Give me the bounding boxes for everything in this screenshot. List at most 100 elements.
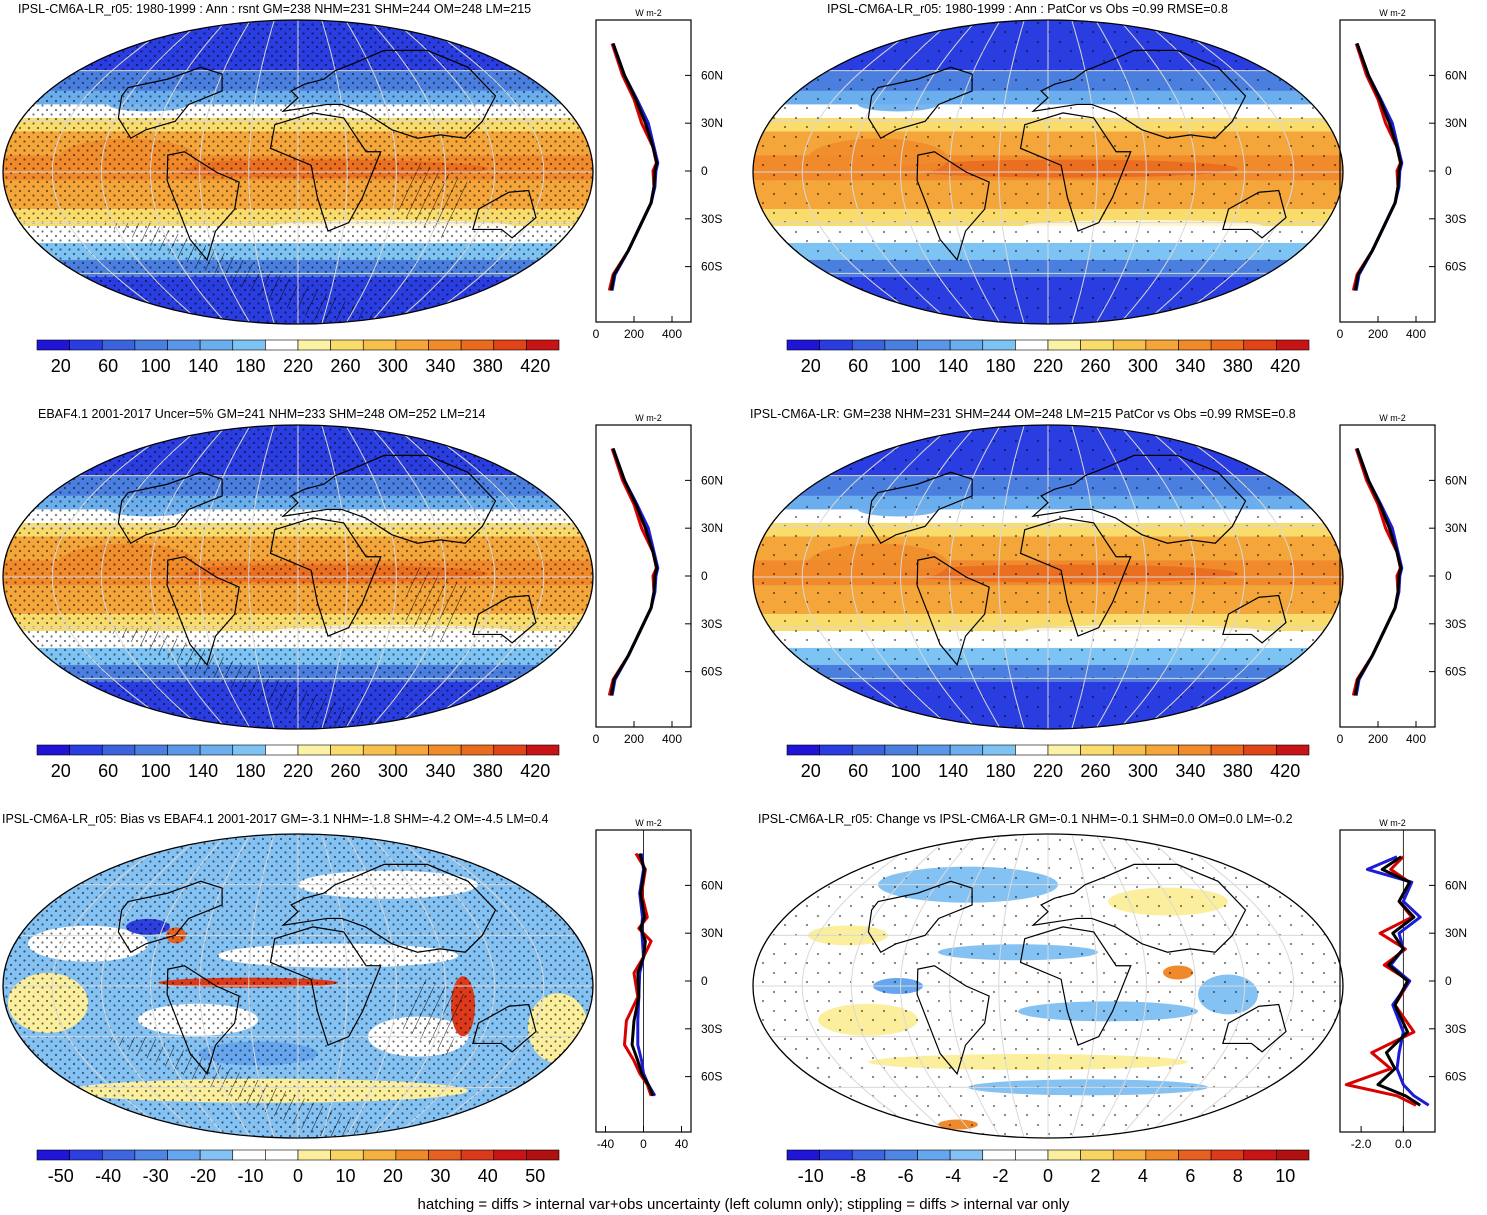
- colorbar-tick-label: 260: [330, 761, 360, 781]
- zonal-mean-lat-label: 30S: [701, 1022, 722, 1036]
- zonal-mean-lat-label: 30N: [1445, 116, 1467, 130]
- colorbar-tick-label: 180: [986, 356, 1016, 376]
- colorbar-tick-label: 50: [525, 1166, 545, 1186]
- zonal-mean-unit: W m-2: [635, 8, 662, 18]
- colorbar-tick-label: -40: [95, 1166, 121, 1186]
- colorbar-tick-label: 20: [51, 761, 71, 781]
- zonal-mean-x-label: 0: [593, 327, 600, 341]
- colorbar-tick-label: 420: [520, 356, 550, 376]
- colorbar-swatch: [1178, 1149, 1212, 1161]
- colorbar-swatch: [1015, 1149, 1049, 1161]
- zonal-mean-lat-label: 60N: [701, 68, 723, 82]
- colorbar-tick-label: 60: [848, 761, 868, 781]
- zonal-mean-x-label: -2.0: [1351, 1137, 1372, 1151]
- map-border: [752, 424, 1344, 730]
- colorbar-tick-label: 420: [1270, 761, 1300, 781]
- colorbar-swatch: [1145, 1149, 1179, 1161]
- colorbar-tick-label: 380: [1223, 356, 1253, 376]
- colorbar-tick-label: 0: [293, 1166, 303, 1186]
- figure-footer-note: hatching = diffs > internal var+obs unce…: [417, 1196, 1070, 1213]
- zonal-mean-x-label: 200: [1368, 732, 1388, 746]
- zonal-mean-x-label: 200: [624, 732, 644, 746]
- zonal-mean-lat-label: 0: [701, 974, 708, 988]
- colorbar-tick-label: 420: [520, 761, 550, 781]
- colorbar-tick-label: 100: [141, 761, 171, 781]
- colorbar-tick-label: -10: [798, 1166, 824, 1186]
- zonal-mean-x-label: 400: [662, 327, 682, 341]
- colorbar-tick-label: 2: [1090, 1166, 1100, 1186]
- colorbar-swatch: [1047, 1149, 1081, 1161]
- colorbar-tick-label: 20: [383, 1166, 403, 1186]
- zonal-mean-line: [609, 42, 659, 291]
- zonal-mean-x-label: 400: [1406, 732, 1426, 746]
- colorbar-tick-label: -2: [993, 1166, 1009, 1186]
- colorbar-tick-label: -4: [945, 1166, 961, 1186]
- zonal-mean-lat-label: 0: [701, 164, 708, 178]
- colorbar-tick-label: 140: [938, 761, 968, 781]
- colorbar-tick-label: -10: [238, 1166, 264, 1186]
- colorbar-swatch: [982, 1149, 1016, 1161]
- panel-title: IPSL-CM6A-LR_r05: 1980-1999 : Ann : PatC…: [827, 2, 1228, 16]
- colorbar-tick-label: 380: [473, 761, 503, 781]
- zonal-mean-line: [1353, 447, 1403, 696]
- colorbar-tick-label: 220: [283, 356, 313, 376]
- colorbar-tick-label: -30: [143, 1166, 169, 1186]
- zonal-mean-x-label: 0: [640, 1137, 647, 1151]
- colorbar-tick-label: 180: [236, 356, 266, 376]
- zonal-mean-lat-label: 60S: [1445, 1070, 1466, 1084]
- zonal-mean-line: [1376, 855, 1422, 1107]
- zonal-mean-lat-label: 0: [701, 569, 708, 583]
- colorbar-tick-label: 340: [425, 761, 455, 781]
- zonal-mean-unit: W m-2: [1379, 818, 1406, 828]
- colorbar-tick-label: 380: [1223, 761, 1253, 781]
- colorbar-tick-label: 20: [801, 356, 821, 376]
- colorbar-tick-label: 300: [378, 761, 408, 781]
- colorbar-tick-label: -6: [898, 1166, 914, 1186]
- colorbar-tick-label: 340: [1175, 761, 1205, 781]
- colorbar-tick-label: 300: [1128, 356, 1158, 376]
- map-border: [752, 19, 1344, 325]
- zonal-mean-x-label: 40: [675, 1137, 689, 1151]
- zonal-mean-lat-label: 60S: [701, 260, 722, 274]
- zonal-mean-x-label: 0.0: [1395, 1137, 1412, 1151]
- colorbar-tick-label: 10: [335, 1166, 355, 1186]
- zonal-mean-lat-label: 60S: [701, 1070, 722, 1084]
- zonal-mean-lat-label: 30N: [701, 116, 723, 130]
- colorbar-tick-label: 100: [141, 356, 171, 376]
- colorbar-tick-label: 220: [1033, 356, 1063, 376]
- colorbar-swatch: [819, 1149, 853, 1161]
- colorbar-tick-label: 100: [891, 761, 921, 781]
- colorbar-tick-label: 180: [986, 761, 1016, 781]
- zonal-mean-lat-label: 60N: [701, 878, 723, 892]
- zonal-mean-unit: W m-2: [1379, 413, 1406, 423]
- colorbar-tick-label: 260: [330, 356, 360, 376]
- colorbar-tick-label: 220: [1033, 761, 1063, 781]
- colorbar-tick-label: 100: [891, 356, 921, 376]
- colorbar-tick-label: 380: [473, 356, 503, 376]
- colorbar-swatch: [1080, 1149, 1114, 1161]
- colorbar-tick-label: 10: [1275, 1166, 1295, 1186]
- zonal-mean-lat-label: 60N: [701, 473, 723, 487]
- zonal-mean-lat-label: 60N: [1445, 68, 1467, 82]
- zonal-mean-line: [1365, 855, 1430, 1107]
- colorbar-swatch: [1243, 1149, 1277, 1161]
- colorbar-tick-label: 340: [425, 356, 455, 376]
- colorbar-tick-label: 60: [98, 356, 118, 376]
- colorbar-tick-label: 20: [51, 356, 71, 376]
- colorbar-tick-label: 140: [188, 761, 218, 781]
- panel-title: EBAF4.1 2001-2017 Uncer=5% GM=241 NHM=23…: [38, 407, 486, 421]
- zonal-mean-x-label: 0: [593, 732, 600, 746]
- colorbar-swatch: [526, 744, 560, 756]
- zonal-mean-x-label: 200: [1368, 327, 1388, 341]
- colorbar-tick-label: -50: [48, 1166, 74, 1186]
- colorbar-tick-label: 60: [98, 761, 118, 781]
- colorbar-tick-label: 340: [1175, 356, 1205, 376]
- colorbar-tick-label: 4: [1138, 1166, 1148, 1186]
- colorbar-tick-label: -8: [850, 1166, 866, 1186]
- panel-title: IPSL-CM6A-LR_r05: Bias vs EBAF4.1 2001-2…: [2, 812, 549, 826]
- zonal-mean-lat-label: 0: [1445, 164, 1452, 178]
- zonal-mean-unit: W m-2: [635, 818, 662, 828]
